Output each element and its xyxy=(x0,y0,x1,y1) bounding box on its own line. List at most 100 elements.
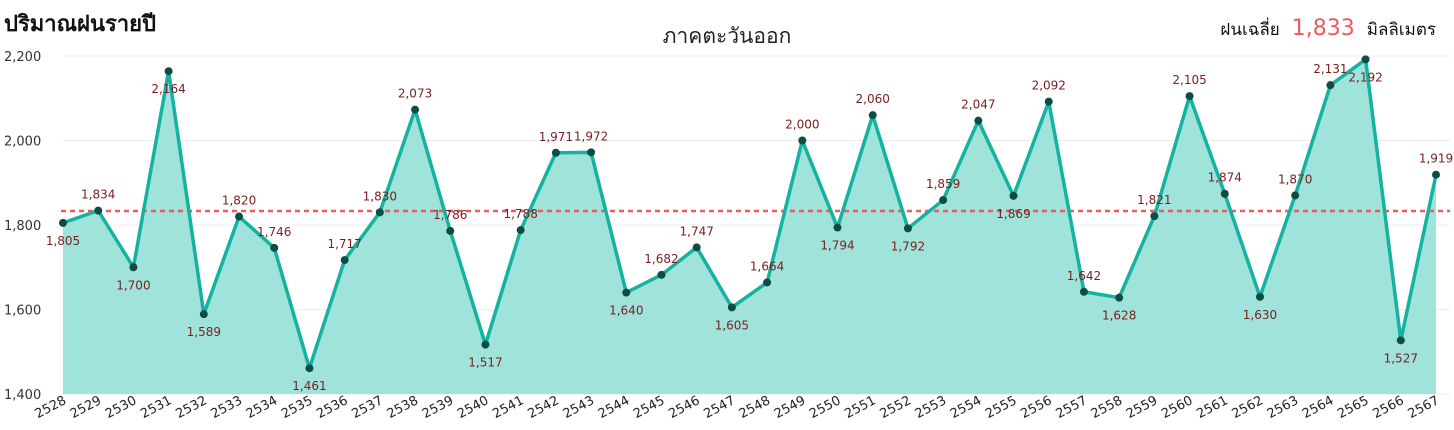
average-unit: มิลลิเมตร xyxy=(1366,20,1436,40)
data-label: 1,640 xyxy=(609,304,643,318)
data-label: 2,000 xyxy=(785,118,819,132)
average-label: ฝนเฉลี่ย xyxy=(1220,20,1280,40)
x-tick-label: 2566 xyxy=(1370,393,1406,422)
data-point xyxy=(1255,292,1264,301)
data-label: 1,971 xyxy=(539,130,573,144)
data-point xyxy=(305,364,314,373)
data-label: 1,834 xyxy=(81,188,115,202)
x-tick-label: 2543 xyxy=(561,393,597,422)
data-point xyxy=(798,136,807,145)
y-tick-label: 1,400 xyxy=(4,388,41,403)
data-point xyxy=(939,196,948,205)
x-tick-label: 2536 xyxy=(314,393,350,422)
y-axis: 1,400 1,600 1,800 2,000 2,200 xyxy=(4,50,41,403)
data-label: 1,630 xyxy=(1243,308,1277,322)
x-tick-label: 2532 xyxy=(173,393,209,422)
label-layer: 1,805 1,834 1,700 2,164 1,589 1,820 1,746 1,461… xyxy=(46,62,1453,393)
data-point xyxy=(1220,189,1229,198)
x-tick-label: 2541 xyxy=(490,393,526,422)
y-tick-label: 1,800 xyxy=(4,219,41,234)
data-point xyxy=(551,148,560,157)
x-tick-label: 2548 xyxy=(737,393,773,422)
data-point xyxy=(481,340,490,349)
series-line xyxy=(62,57,1438,370)
data-label: 1,859 xyxy=(926,177,960,191)
data-label: 2,060 xyxy=(856,92,890,106)
data-label: 1,788 xyxy=(503,207,537,221)
x-tick-label: 2542 xyxy=(525,393,561,422)
data-label: 1,589 xyxy=(187,325,221,339)
data-label: 2,092 xyxy=(1032,79,1066,93)
data-point xyxy=(1396,336,1405,345)
data-label: 2,073 xyxy=(398,87,432,101)
x-tick-label: 2534 xyxy=(244,393,280,422)
data-label: 1,830 xyxy=(363,189,397,203)
x-tick-label: 2554 xyxy=(948,393,984,422)
data-label: 1,717 xyxy=(327,237,361,251)
data-point xyxy=(833,223,842,232)
data-point xyxy=(94,206,103,215)
data-label: 2,105 xyxy=(1172,73,1206,87)
data-label: 1,628 xyxy=(1102,309,1136,323)
x-tick-label: 2565 xyxy=(1335,393,1371,422)
point-layer xyxy=(59,55,1440,373)
data-point xyxy=(903,224,912,233)
x-tick-label: 2545 xyxy=(631,393,667,422)
x-tick-label: 2537 xyxy=(349,393,385,422)
data-label: 1,747 xyxy=(680,224,714,238)
y-tick-label: 2,000 xyxy=(4,135,41,150)
x-tick-label: 2535 xyxy=(279,393,315,422)
x-tick-label: 2549 xyxy=(772,393,808,422)
data-point xyxy=(375,208,384,217)
data-point xyxy=(1291,191,1300,200)
data-point xyxy=(727,303,736,312)
data-point xyxy=(974,116,983,125)
area-fill xyxy=(63,59,1436,394)
data-point xyxy=(340,256,349,265)
data-label: 1,682 xyxy=(644,252,678,266)
data-point xyxy=(763,278,772,287)
data-point xyxy=(1150,212,1159,221)
data-label: 2,131 xyxy=(1313,62,1347,76)
data-point xyxy=(59,218,67,227)
x-tick-label: 2530 xyxy=(103,393,139,422)
data-label: 1,605 xyxy=(715,318,749,332)
data-label: 1,972 xyxy=(574,129,608,143)
data-label: 1,805 xyxy=(46,234,80,248)
data-label: 1,642 xyxy=(1067,269,1101,283)
data-point xyxy=(622,288,631,297)
data-point xyxy=(199,310,208,319)
x-tick-label: 2547 xyxy=(702,393,738,422)
data-point xyxy=(1044,97,1053,106)
data-label: 2,047 xyxy=(961,98,995,112)
x-tick-label: 2563 xyxy=(1265,393,1301,422)
x-tick-label: 2538 xyxy=(385,393,421,422)
x-tick-label: 2557 xyxy=(1054,393,1090,422)
x-tick-label: 2539 xyxy=(420,393,456,422)
data-point xyxy=(1079,287,1088,296)
x-tick-label: 2550 xyxy=(807,393,843,422)
data-point xyxy=(1432,170,1440,179)
x-tick-label: 2561 xyxy=(1194,393,1230,422)
data-label: 1,461 xyxy=(292,379,326,393)
x-tick-label: 2551 xyxy=(842,393,878,422)
data-label: 1,820 xyxy=(222,194,256,208)
data-label: 1,874 xyxy=(1208,171,1242,185)
x-tick-label: 2544 xyxy=(596,393,632,422)
data-point xyxy=(1115,293,1124,302)
data-label: 1,527 xyxy=(1384,351,1418,365)
x-tick-label: 2558 xyxy=(1089,393,1125,422)
line-layer xyxy=(62,57,1438,370)
data-point xyxy=(868,111,877,120)
data-point xyxy=(270,243,279,252)
x-tick-label: 2546 xyxy=(666,393,702,422)
x-tick-label: 2556 xyxy=(1018,393,1054,422)
data-label: 1,919 xyxy=(1419,152,1453,166)
data-point xyxy=(692,243,701,252)
data-point xyxy=(516,226,525,235)
data-point xyxy=(657,270,666,279)
data-point xyxy=(446,226,455,235)
x-axis: 2528252925302531253225332534253525362537… xyxy=(33,393,1442,422)
chart-title: ปริมาณฝนรายปี xyxy=(4,12,157,37)
